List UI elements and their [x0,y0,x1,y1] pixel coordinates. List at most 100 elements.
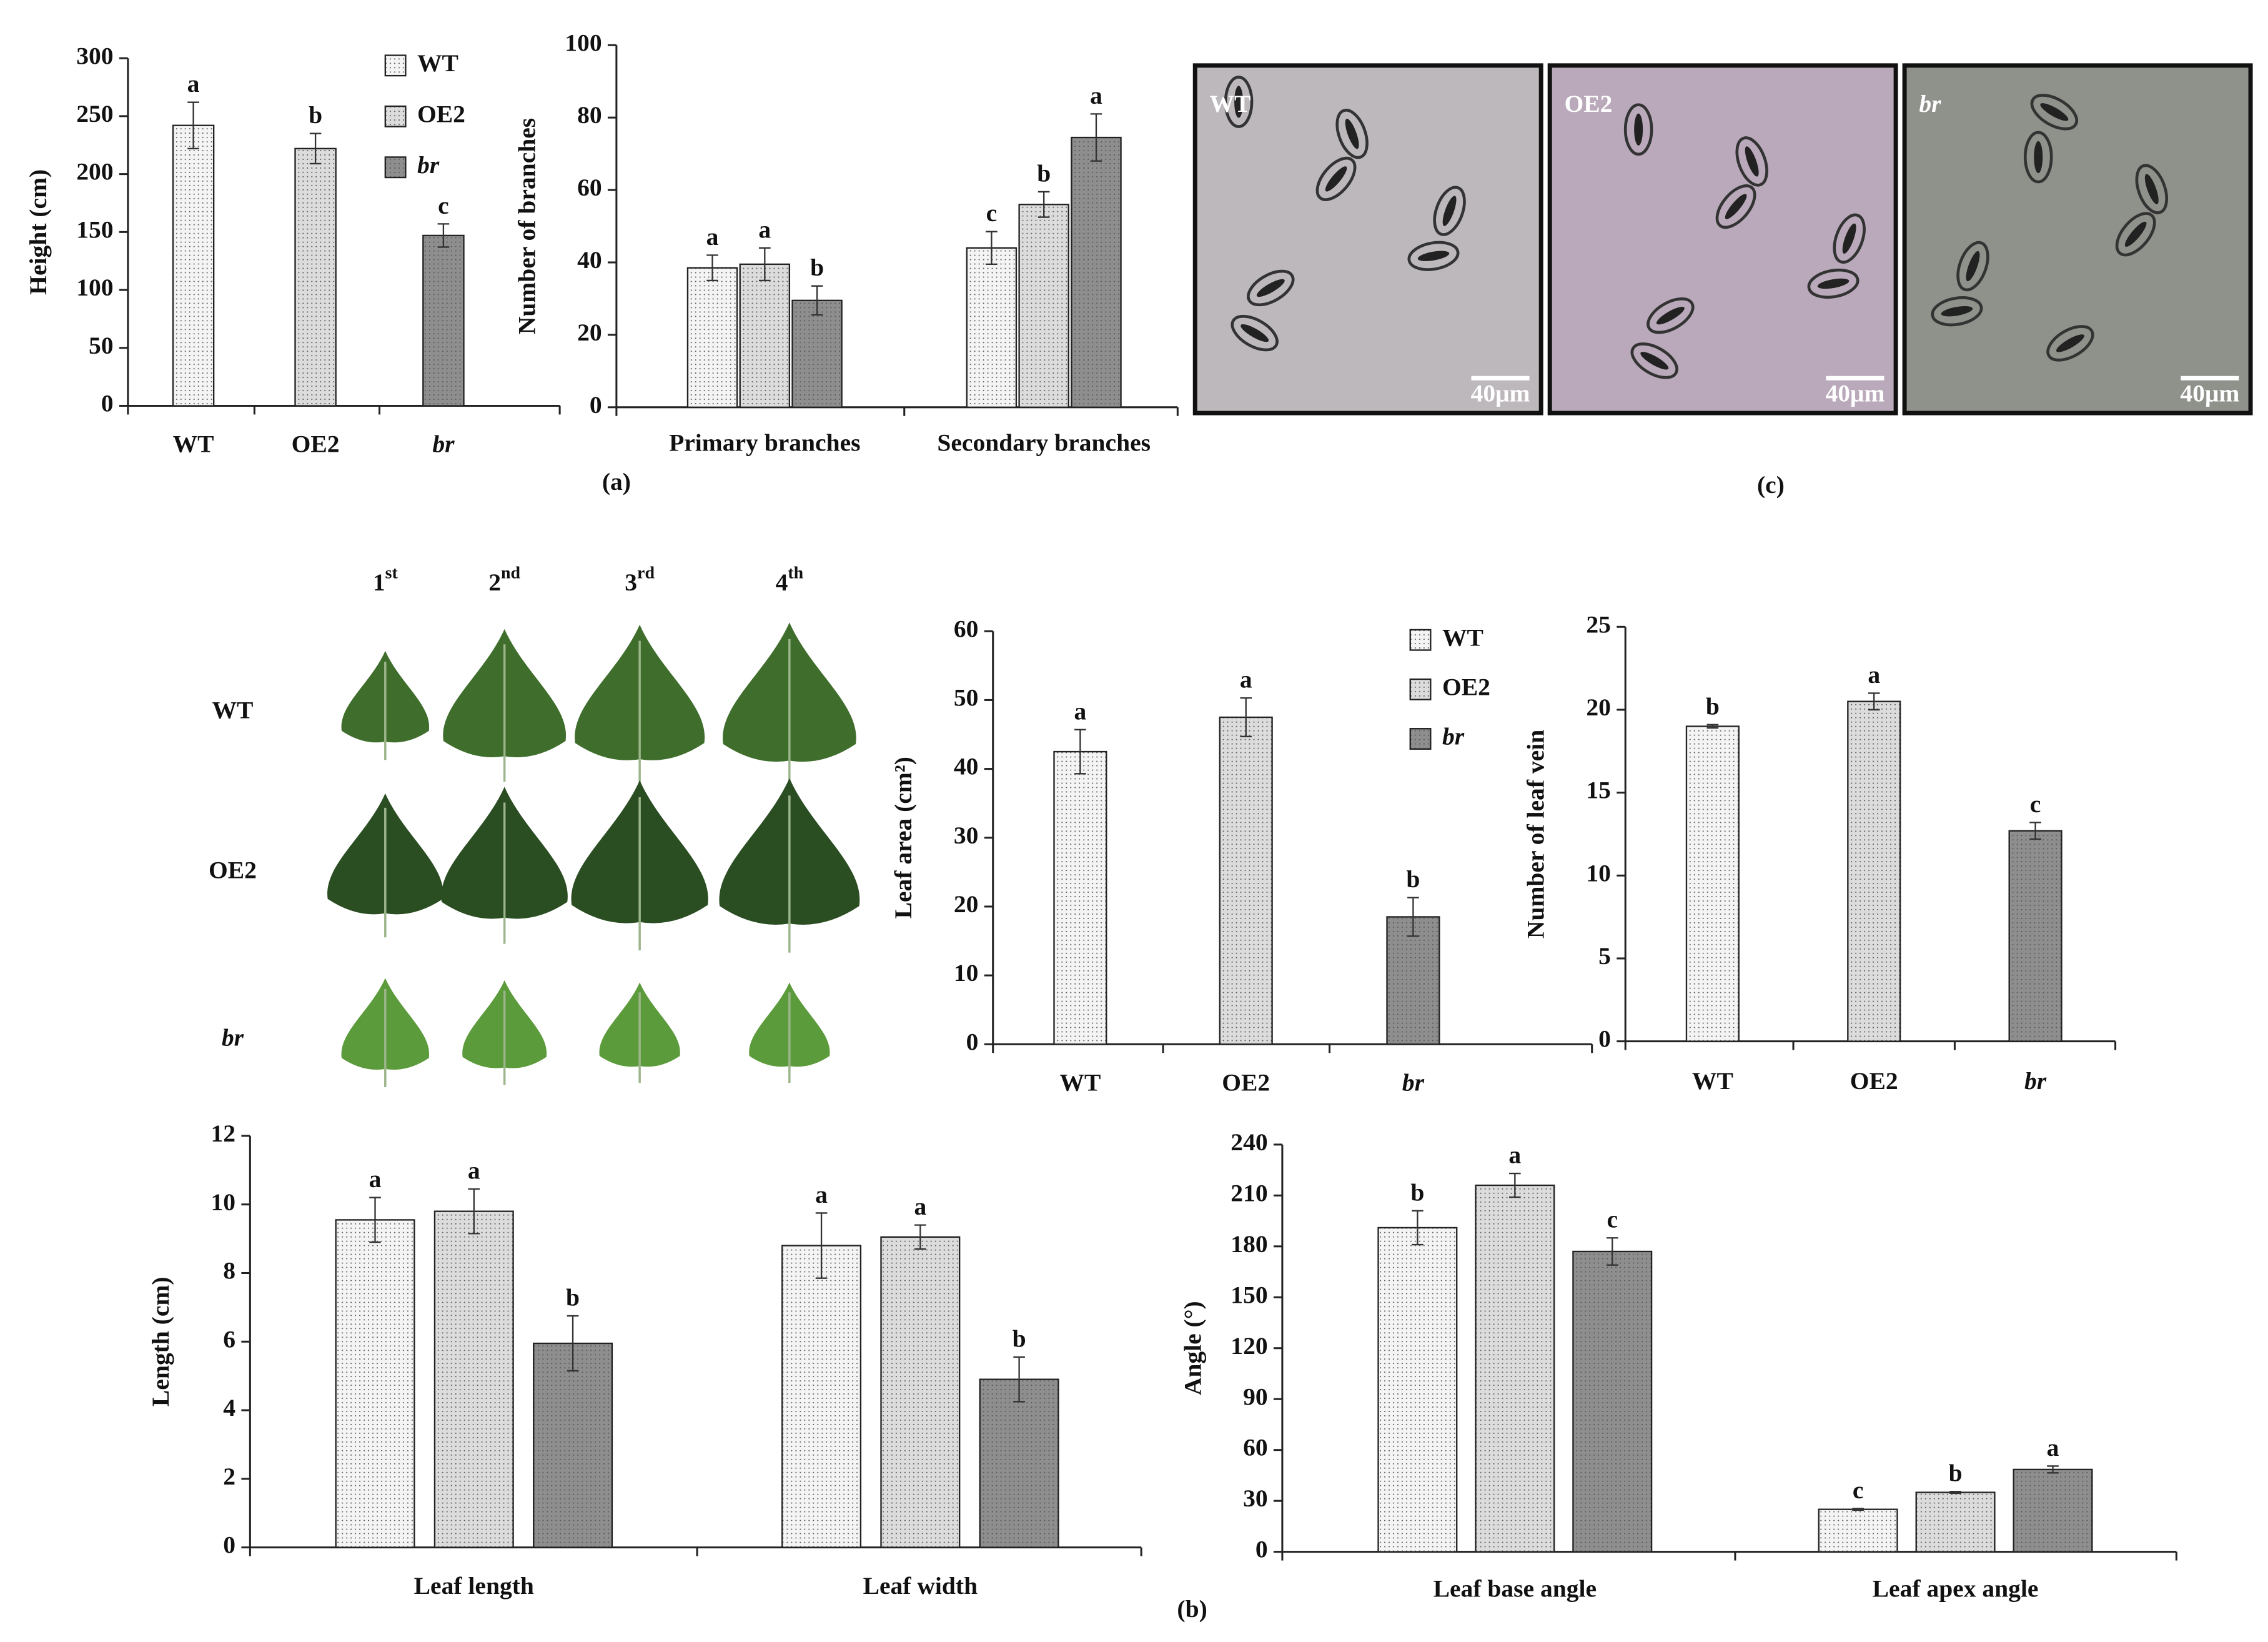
x-tick-label: Leaf length [414,1572,534,1600]
error-bar [1037,191,1050,218]
y-tick-label: 0 [1255,1536,1268,1563]
bar [1071,136,1122,408]
error-bar [811,285,823,316]
error-bar [1852,1508,1864,1511]
error-bar [187,101,199,149]
bar [1377,1227,1458,1553]
stoma-pore [1240,324,1269,342]
column-label: 4th [776,564,804,596]
significance-label: c [438,192,449,219]
x-tick-label: OE2 [1850,1067,1898,1095]
error-bar [1868,692,1880,711]
bar [1818,1508,1898,1553]
bar [422,234,465,407]
y-tick-label: 200 [76,158,113,186]
stoma [1315,156,1357,201]
stoma-pore [1745,146,1759,177]
significance-label: b [1410,1178,1424,1206]
error-bar [815,1212,828,1279]
y-tick-label: 250 [76,100,113,127]
error-bar [1013,1356,1025,1403]
significance-label: a [1090,82,1102,109]
x-tick-label: WT [1059,1069,1101,1097]
x-tick-label: Leaf width [863,1572,978,1600]
error-bar [1090,113,1102,162]
y-axis-label: Angle (°) [1179,1301,1206,1395]
x-tick-label: Leaf apex angle [1873,1575,2039,1603]
error-bar [2047,1465,2059,1474]
y-tick-label: 20 [1586,694,1611,721]
legend-label: OE2 [417,100,465,127]
significance-label: a [1868,661,1880,689]
stoma [1630,342,1678,379]
significance-label: b [566,1284,580,1311]
bar [172,124,215,407]
stoma [1231,314,1279,352]
panel-label: (b) [1177,1595,1207,1623]
y-tick-label: 150 [1231,1281,1267,1308]
stoma [1623,103,1653,156]
micrograph-label: WT [1210,90,1251,117]
x-tick-label: br [432,430,455,458]
significance-label: b [1037,159,1051,187]
column-number: 2 [488,569,501,596]
y-tick-label: 30 [1243,1485,1268,1512]
y-tick-label: 10 [211,1188,236,1216]
error-bar [1606,1237,1618,1266]
significance-label: b [1949,1460,1963,1487]
legend-swatch [1409,629,1432,651]
column-number: 1 [373,569,385,596]
y-tick-label: 50 [954,684,979,712]
stoma-pore [1725,194,1747,219]
stoma-pore [2144,174,2159,204]
error-bar [986,231,998,266]
legend-label: WT [417,49,458,77]
micrograph-label: OE2 [1564,90,1612,117]
bar [533,1342,613,1548]
bar [781,1245,862,1548]
y-tick-label: 300 [76,42,113,69]
significance-label: b [309,101,322,129]
micrograph [1547,63,1898,415]
error-bar [1074,729,1086,775]
x-tick-label: WT [173,430,214,458]
y-tick-label: 25 [1586,610,1611,638]
stoma-pore [1817,278,1850,289]
stoma [2030,94,2079,131]
y-tick-label: 150 [76,216,113,243]
stoma [2115,212,2156,257]
stoma [2135,164,2169,214]
y-tick-label: 90 [1243,1383,1268,1410]
column-label: 2nd [488,564,520,596]
column-suffix: rd [637,564,655,583]
y-tick-label: 0 [590,391,602,419]
y-tick-label: 15 [1586,777,1611,804]
bar [880,1236,961,1548]
column-label: 1st [373,564,399,596]
significance-label: b [810,254,824,281]
stoma [1407,241,1460,271]
legend-label: br [1442,723,1465,750]
error-bar [567,1315,579,1372]
bar [294,147,337,407]
error-bar [1706,724,1719,729]
y-tick-label: 10 [1586,859,1611,887]
significance-label: c [1853,1476,1864,1504]
row-label: OE2 [209,857,257,884]
bar [1219,716,1273,1045]
stoma [1715,184,1756,229]
stoma-pore [1234,86,1244,118]
y-tick-label: 4 [223,1394,235,1421]
error-bar [468,1188,480,1235]
bar [966,247,1018,408]
column-suffix: nd [501,564,521,583]
scale-label: 40μm [2180,379,2239,407]
stoma [1247,269,1295,307]
y-axis-label: Height (cm) [24,169,52,295]
x-tick-label: br [1402,1069,1425,1097]
y-tick-label: 60 [577,174,602,201]
significance-label: a [1240,666,1252,694]
stoma-pore [1640,352,1669,370]
significance-label: a [1508,1142,1521,1169]
